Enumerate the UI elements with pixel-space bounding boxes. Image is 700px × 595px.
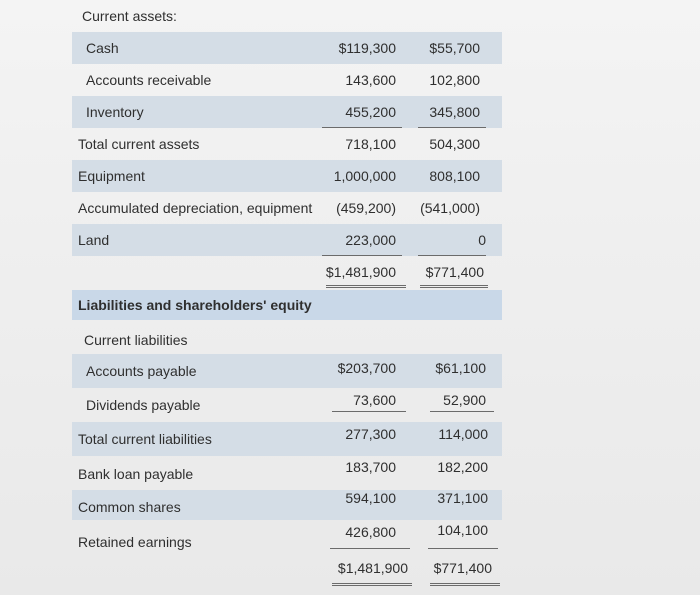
table-row-cash: Cash $119,300 $55,700 — [72, 32, 502, 64]
current-assets-heading: Current assets: — [82, 8, 177, 24]
table-row-land: Land 223,000 0 — [72, 224, 502, 256]
table-row-bank-loan-payable: Bank loan payable 183,700 182,200 — [72, 456, 502, 490]
liabilities-header-row: Liabilities and shareholders' equity — [72, 290, 502, 320]
value-year2: $771,400 — [425, 264, 484, 280]
row-label: Inventory — [86, 104, 144, 120]
value-year1: 718,100 — [345, 136, 396, 152]
table-row-accounts-payable: Accounts payable $203,700 $61,100 — [72, 354, 502, 388]
row-label: Accounts payable — [86, 363, 197, 379]
underline — [428, 548, 498, 549]
table-row-equipment: Equipment 1,000,000 808,100 — [72, 160, 502, 192]
value-year2: 104,100 — [437, 522, 488, 539]
value-year1: 73,600 — [353, 392, 396, 409]
table-row-inventory: Inventory 455,200 345,800 — [72, 96, 502, 128]
value-year1: $203,700 — [337, 359, 396, 376]
value-year1: 594,100 — [345, 490, 396, 507]
row-label: Total current liabilities — [78, 431, 212, 447]
underline — [418, 255, 486, 256]
value-year2: 371,100 — [437, 490, 488, 507]
value-year2: 808,100 — [429, 168, 480, 184]
row-label: Cash — [86, 40, 119, 56]
table-row-accumulated-depreciation: Accumulated depreciation, equipment (459… — [72, 192, 502, 224]
table-row-accounts-receivable: Accounts receivable 143,600 102,800 — [72, 64, 502, 96]
double-underline — [420, 285, 488, 288]
value-year1: $119,300 — [338, 40, 396, 56]
underline — [332, 411, 406, 412]
value-year1: 277,300 — [345, 426, 396, 443]
row-label: Equipment — [78, 168, 145, 184]
row-label: Bank loan payable — [78, 465, 194, 482]
row-label: Accumulated depreciation, equipment — [78, 200, 313, 216]
value-year1: 455,200 — [345, 104, 396, 120]
value-year1: $1,481,900 — [337, 560, 408, 576]
value-year1: 426,800 — [345, 523, 396, 540]
underline — [322, 255, 402, 256]
value-year1: 223,000 — [345, 232, 396, 248]
table-row-common-shares: Common shares 594,100 371,100 — [72, 490, 502, 520]
double-underline — [430, 583, 500, 586]
underline — [322, 127, 402, 128]
value-year2: $771,400 — [433, 560, 492, 576]
value-year1: 183,700 — [345, 458, 396, 475]
table-row-dividends-payable: Dividends payable 73,600 52,900 — [72, 388, 502, 422]
current-liabilities-subheading-row: Current liabilities — [72, 324, 502, 356]
current-liabilities-heading: Current liabilities — [84, 332, 188, 348]
table-row-retained-earnings: Retained earnings 426,800 104,100 — [72, 520, 502, 556]
value-year1: 143,600 — [345, 72, 396, 88]
row-label: Land — [78, 232, 110, 248]
value-year2: (541,000) — [420, 200, 480, 216]
underline — [330, 548, 410, 549]
underline — [418, 127, 486, 128]
row-label: Retained earnings — [78, 533, 192, 550]
value-year2: 114,000 — [438, 426, 488, 443]
double-underline — [326, 285, 406, 288]
row-label: Total current assets — [78, 136, 200, 152]
table-row-total-current-liabilities: Total current liabilities 277,300 114,00… — [72, 422, 502, 456]
row-label: Common shares — [78, 498, 181, 515]
value-year1: $1,481,900 — [325, 264, 396, 280]
value-year1: 1,000,000 — [333, 168, 396, 184]
value-year1: (459,200) — [336, 200, 396, 216]
table-row-total-current-assets: Total current assets 718,100 504,300 — [72, 128, 502, 160]
table-row-total-liabilities-equity: $1,481,900 $771,400 — [72, 552, 502, 584]
value-year2: 504,300 — [429, 136, 480, 152]
value-year2: 102,800 — [429, 72, 480, 88]
double-underline — [332, 583, 412, 586]
value-year2: 52,900 — [443, 392, 486, 409]
table-row-total-assets: $1,481,900 $771,400 — [72, 256, 502, 288]
liabilities-heading: Liabilities and shareholders' equity — [78, 297, 312, 313]
underline — [430, 411, 494, 412]
value-year2: 345,800 — [429, 104, 480, 120]
value-year2: 182,200 — [437, 458, 488, 475]
row-label: Accounts receivable — [86, 72, 212, 88]
row-label: Dividends payable — [86, 397, 201, 413]
value-year2: $55,700 — [429, 40, 480, 56]
value-year2: 0 — [478, 232, 486, 248]
value-year2: $61,100 — [435, 359, 486, 376]
